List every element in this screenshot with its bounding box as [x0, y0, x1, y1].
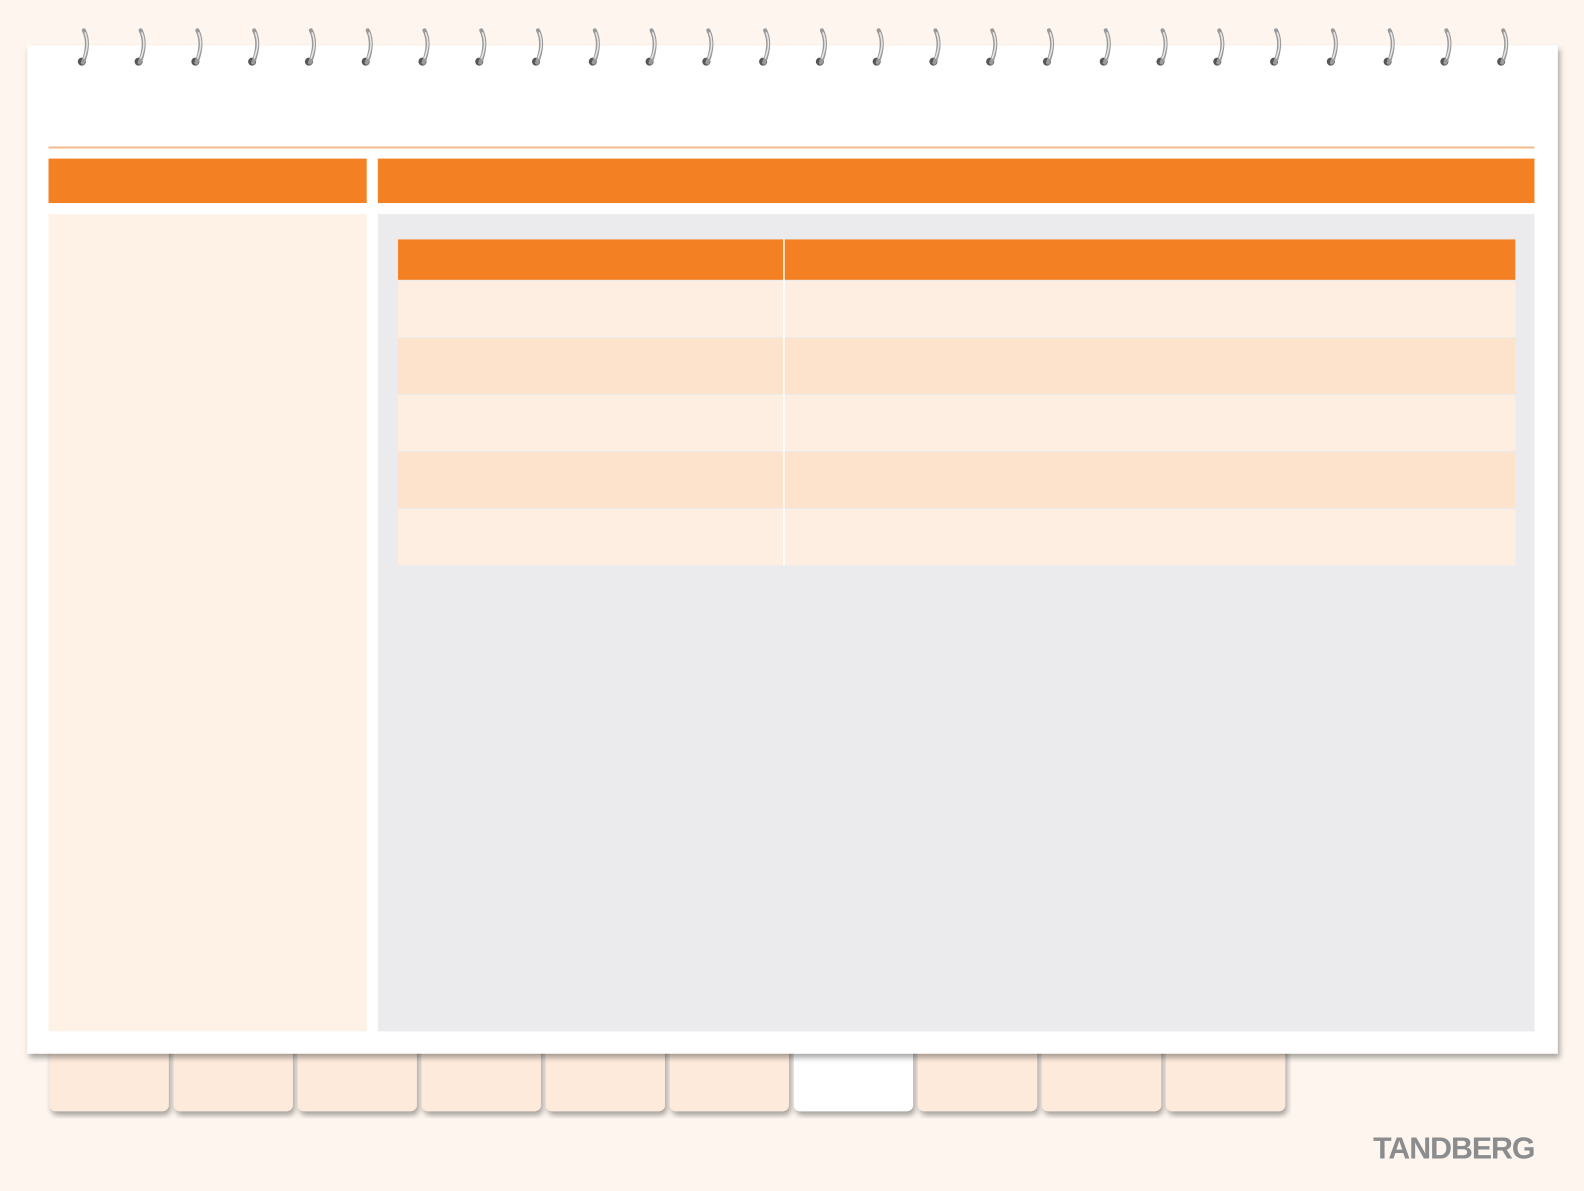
table-header — [398, 239, 1516, 280]
ring-highlight — [1275, 32, 1281, 59]
tab[interactable] — [545, 1040, 665, 1112]
tab[interactable] — [917, 1040, 1038, 1112]
tab-bar — [49, 1040, 1286, 1112]
table-row — [398, 394, 1516, 452]
table-row — [398, 280, 1516, 337]
ring-highlight — [764, 32, 770, 59]
tab[interactable] — [793, 1040, 914, 1112]
right-header-bar — [377, 158, 1535, 204]
ring-highlight — [1161, 32, 1167, 59]
ring-highlight — [1218, 32, 1224, 59]
tab[interactable] — [173, 1040, 293, 1112]
tab[interactable] — [49, 1040, 169, 1112]
ring-highlight — [139, 32, 145, 59]
table — [398, 239, 1516, 566]
ring-highlight — [934, 32, 940, 59]
ring-highlight — [1332, 32, 1337, 59]
left-panel — [48, 214, 367, 1032]
tab[interactable] — [297, 1040, 417, 1112]
tab[interactable] — [1165, 1040, 1286, 1112]
logo: TANDBERG — [1373, 1133, 1534, 1166]
table-row — [398, 452, 1516, 509]
tab[interactable] — [421, 1040, 541, 1112]
ring-highlight — [991, 32, 997, 59]
ring-highlight — [1445, 32, 1451, 59]
tab[interactable] — [1041, 1040, 1162, 1112]
table-row — [398, 337, 1516, 394]
left-header-bar — [48, 158, 367, 204]
tab[interactable] — [669, 1040, 789, 1112]
ring-highlight — [423, 32, 429, 59]
table-row — [398, 509, 1516, 566]
ring-highlight — [1048, 32, 1054, 59]
ring-highlight — [707, 32, 713, 59]
ring-highlight — [537, 32, 543, 59]
ring-highlight — [877, 32, 883, 59]
ring-highlight — [310, 32, 315, 59]
ring-highlight — [1105, 32, 1110, 59]
ring-highlight — [196, 32, 202, 59]
ring-highlight — [367, 32, 372, 59]
ring-highlight — [253, 32, 259, 59]
ring-highlight — [594, 32, 599, 59]
ring-highlight — [1388, 32, 1394, 59]
ring-highlight — [821, 32, 826, 59]
ring-highlight — [83, 32, 88, 59]
ring-highlight — [650, 32, 656, 59]
spiral-binding — [77, 28, 1509, 66]
ring-highlight — [480, 32, 486, 59]
ring-highlight — [1502, 32, 1508, 59]
